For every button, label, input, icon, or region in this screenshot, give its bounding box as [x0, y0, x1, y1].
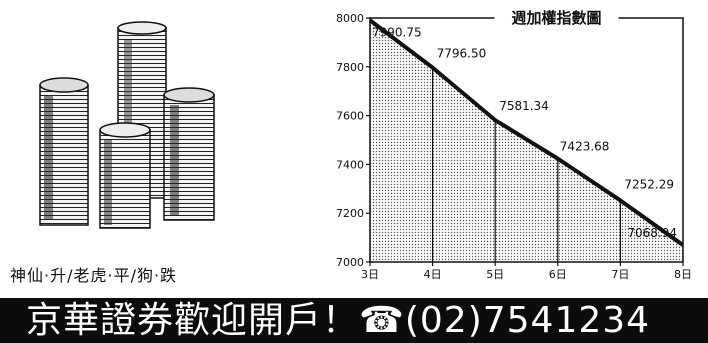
data-label: 7990.75 — [372, 25, 422, 39]
chart-title-group: 週加權指數圖 — [494, 6, 619, 28]
coin-stack-left — [39, 77, 89, 226]
series-line — [368, 18, 685, 247]
coin-stacks-illustration — [39, 21, 215, 229]
x-tick-label: 4日 — [424, 268, 442, 281]
chart-title: 週加權指數圖 — [511, 9, 601, 27]
x-tick-label: 6日 — [549, 268, 567, 281]
data-label: 7581.34 — [499, 99, 549, 113]
y-tick-label: 7000 — [336, 256, 364, 269]
coin-stack-front — [99, 122, 151, 229]
weekly-index-chart: 7000 7200 7400 7600 7800 8000 3日 4日 5日 6日 7日 8日 7990… — [336, 6, 692, 281]
data-label: 7796.50 — [437, 47, 487, 61]
data-label: 7068.94 — [627, 226, 677, 240]
y-tick-label: 8000 — [336, 12, 364, 25]
y-tick-label: 7600 — [336, 110, 364, 123]
data-label: 7252.29 — [624, 177, 674, 191]
advertisement-banner: 京華證券歡迎開戶！☎(02)7541234 — [0, 298, 708, 343]
x-tick-label: 7日 — [611, 268, 629, 281]
chart-title-background — [494, 6, 619, 28]
x-tick-label: 3日 — [361, 268, 379, 281]
caption-text: 神仙·升/老虎·平/狗·跌 — [10, 266, 178, 285]
coin-stack-right — [163, 87, 215, 221]
y-tick-label: 7200 — [336, 207, 364, 220]
y-tick-label: 7400 — [336, 158, 364, 171]
x-tick-label: 5日 — [486, 268, 504, 281]
banner-text: 京華證券歡迎開戶！☎(02)7541234 — [26, 300, 651, 341]
data-label: 7423.68 — [560, 140, 610, 154]
x-tick-label: 8日 — [674, 268, 692, 281]
y-tick-label: 7800 — [336, 61, 364, 74]
plot-area: 7000 7200 7400 7600 7800 8000 3日 4日 5日 6日 7日 8日 7990… — [336, 12, 692, 281]
